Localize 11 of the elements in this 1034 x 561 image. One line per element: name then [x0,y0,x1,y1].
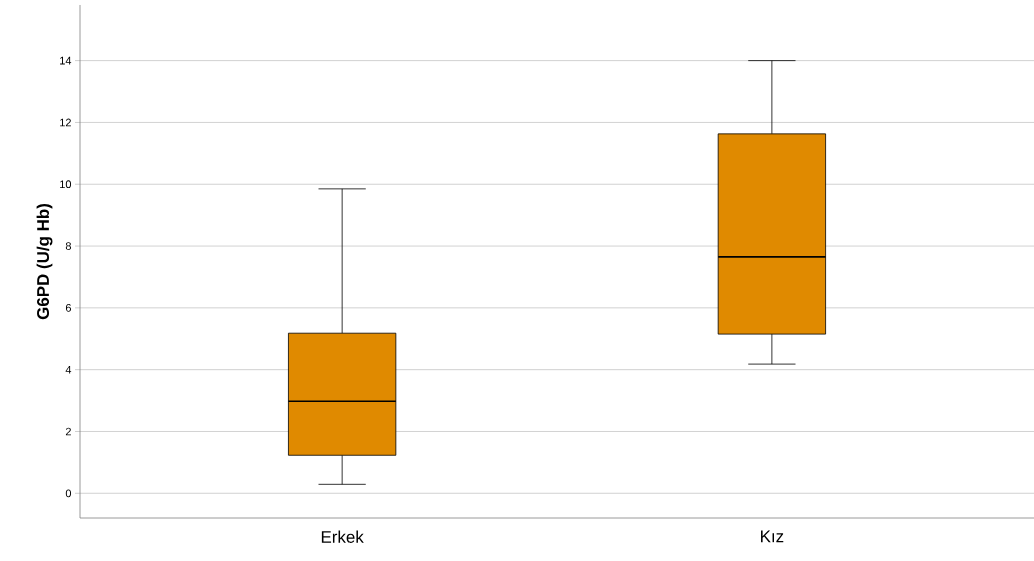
x-tick-label: Erkek [321,530,364,543]
y-tick-label: 4 [65,365,72,374]
y-axis-title: G6PD (U/g Hb) [36,204,53,320]
y-tick-label: 12 [60,118,71,127]
x-tick-label: Kız [761,530,784,543]
y-tick-label: 0 [65,489,72,498]
y-tick-label: 10 [60,180,72,189]
y-tick-label: 8 [65,242,71,250]
y-tick-label: 2 [65,427,71,436]
y-tick-label: 6 [65,303,71,312]
y-tick-label: 14 [60,56,72,65]
